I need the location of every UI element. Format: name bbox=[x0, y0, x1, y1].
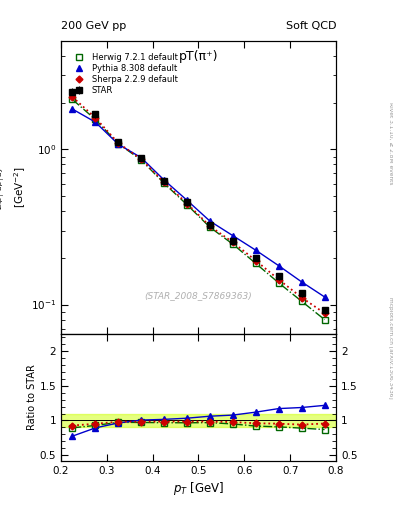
Sherpa 2.2.9 default bbox=[208, 223, 212, 229]
Text: Soft QCD: Soft QCD bbox=[286, 20, 336, 31]
Pythia 8.308 default bbox=[139, 155, 143, 161]
Pythia 8.308 default bbox=[276, 263, 281, 269]
Y-axis label: $\frac{1}{2\pi p_T}\,\frac{d^2N}{dp_T\,dy}$
[GeV$^{-2}$]: $\frac{1}{2\pi p_T}\,\frac{d^2N}{dp_T\,d… bbox=[0, 165, 28, 209]
Herwig 7.2.1 default bbox=[299, 298, 304, 304]
Bar bbox=[61, 414, 336, 428]
Herwig 7.2.1 default bbox=[70, 96, 75, 102]
Pythia 8.308 default bbox=[253, 247, 258, 253]
Sherpa 2.2.9 default bbox=[70, 94, 75, 100]
Text: Rivet 3.1.10, ≥ 2.8M events: Rivet 3.1.10, ≥ 2.8M events bbox=[388, 102, 393, 185]
Herwig 7.2.1 default bbox=[139, 157, 143, 163]
Text: pT(π⁺): pT(π⁺) bbox=[179, 50, 218, 63]
Pythia 8.308 default bbox=[70, 106, 75, 112]
Herwig 7.2.1 default bbox=[322, 316, 327, 323]
Sherpa 2.2.9 default bbox=[276, 276, 281, 283]
Sherpa 2.2.9 default bbox=[162, 179, 166, 185]
Sherpa 2.2.9 default bbox=[230, 239, 235, 245]
Herwig 7.2.1 default bbox=[162, 180, 166, 186]
Pythia 8.308 default bbox=[116, 141, 121, 147]
Text: (STAR_2008_S7869363): (STAR_2008_S7869363) bbox=[145, 291, 252, 300]
Legend: Herwig 7.2.1 default, Pythia 8.308 default, Sherpa 2.2.9 default, STAR: Herwig 7.2.1 default, Pythia 8.308 defau… bbox=[68, 51, 180, 97]
Herwig 7.2.1 default bbox=[230, 241, 235, 247]
Herwig 7.2.1 default bbox=[253, 261, 258, 267]
Line: Herwig 7.2.1 default: Herwig 7.2.1 default bbox=[69, 96, 328, 323]
Pythia 8.308 default bbox=[162, 177, 166, 183]
Pythia 8.308 default bbox=[230, 232, 235, 239]
Sherpa 2.2.9 default bbox=[322, 310, 327, 316]
Pythia 8.308 default bbox=[185, 197, 189, 203]
Pythia 8.308 default bbox=[93, 119, 97, 125]
Text: 200 GeV pp: 200 GeV pp bbox=[61, 20, 126, 31]
Herwig 7.2.1 default bbox=[185, 202, 189, 208]
Line: Sherpa 2.2.9 default: Sherpa 2.2.9 default bbox=[70, 94, 327, 315]
Herwig 7.2.1 default bbox=[276, 280, 281, 286]
Herwig 7.2.1 default bbox=[93, 116, 97, 122]
Text: mcplots.cern.ch [arXiv:1306.3436]: mcplots.cern.ch [arXiv:1306.3436] bbox=[388, 297, 393, 399]
Sherpa 2.2.9 default bbox=[116, 140, 121, 146]
Line: Pythia 8.308 default: Pythia 8.308 default bbox=[69, 106, 328, 300]
X-axis label: $p_T$ [GeV]: $p_T$ [GeV] bbox=[173, 480, 224, 497]
Sherpa 2.2.9 default bbox=[185, 200, 189, 206]
Pythia 8.308 default bbox=[322, 294, 327, 300]
Sherpa 2.2.9 default bbox=[299, 294, 304, 301]
Pythia 8.308 default bbox=[208, 218, 212, 224]
Pythia 8.308 default bbox=[299, 279, 304, 285]
Y-axis label: Ratio to STAR: Ratio to STAR bbox=[27, 364, 37, 430]
Sherpa 2.2.9 default bbox=[93, 115, 97, 121]
Sherpa 2.2.9 default bbox=[253, 258, 258, 264]
Herwig 7.2.1 default bbox=[208, 224, 212, 230]
Herwig 7.2.1 default bbox=[116, 140, 121, 146]
Sherpa 2.2.9 default bbox=[139, 156, 143, 162]
